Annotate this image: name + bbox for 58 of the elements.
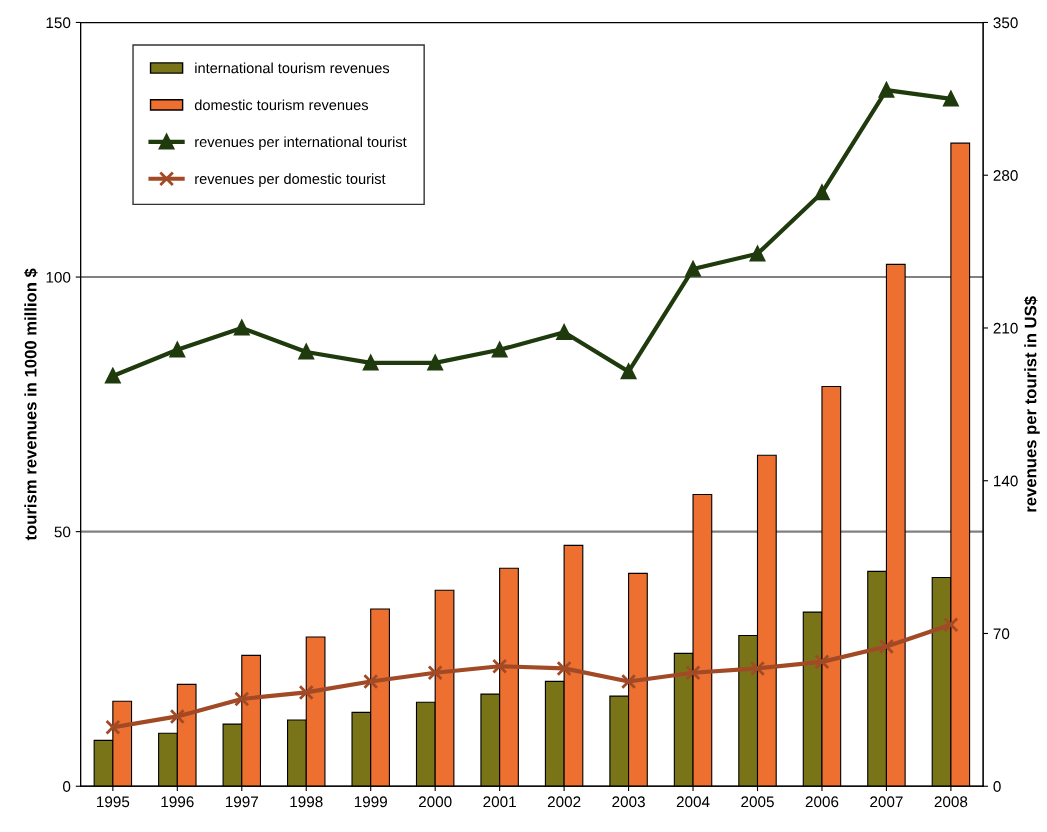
y2-axis-title: revenues per tourist in US$ — [1023, 296, 1040, 512]
y2-tick-label: 350 — [993, 17, 1018, 29]
y-tick-label: 100 — [46, 271, 71, 283]
point — [749, 660, 766, 677]
y-tick-label: 0 — [63, 781, 71, 792]
x-tick-label: 2007 — [870, 796, 903, 808]
point — [685, 665, 701, 681]
point — [492, 342, 508, 358]
y-tick-label: 50 — [54, 526, 71, 538]
point — [492, 658, 508, 674]
legend-label: revenues per domestic tourist — [195, 173, 386, 187]
x-tick-label: 2008 — [934, 796, 968, 808]
x-tick-label: 2002 — [547, 796, 581, 808]
point — [749, 246, 766, 262]
y2-tick-label: 210 — [993, 322, 1018, 334]
y-tick-label: 150 — [46, 17, 71, 29]
point — [814, 185, 830, 201]
point — [620, 673, 637, 690]
point — [556, 660, 572, 677]
point — [298, 344, 314, 360]
legend-label: revenues per international tourist — [195, 136, 407, 150]
point — [556, 324, 572, 340]
x-tick-label: 1996 — [161, 796, 194, 808]
x-tick-label: 2004 — [676, 796, 710, 808]
y2-tick-label: 0 — [993, 781, 1001, 792]
point — [878, 82, 895, 98]
point — [620, 363, 637, 380]
y2-tick-label: 70 — [993, 628, 1010, 640]
x-tick-label: 2001 — [483, 796, 516, 808]
x-tick-label: 2006 — [805, 796, 839, 808]
point — [363, 673, 379, 690]
y2-tick-label: 280 — [993, 170, 1018, 181]
legend-label: international tourism revenues — [195, 62, 390, 74]
x-tick-label: 2005 — [741, 796, 774, 808]
point — [169, 708, 185, 725]
point — [169, 342, 185, 358]
point — [814, 654, 830, 670]
y2-tick-label: 140 — [994, 475, 1018, 487]
point — [427, 665, 443, 681]
x-tick-label: 1999 — [354, 796, 387, 808]
point — [298, 684, 314, 701]
point — [105, 368, 121, 384]
point — [943, 91, 959, 107]
x-tick-label: 1998 — [290, 796, 323, 808]
point — [685, 261, 701, 277]
point — [105, 719, 121, 735]
point — [943, 617, 959, 633]
y-axis-title: tourism revenues in 1000 million $ — [24, 268, 38, 541]
point — [234, 320, 250, 336]
point — [427, 355, 443, 371]
point — [363, 355, 379, 371]
point — [234, 691, 250, 707]
point — [878, 638, 895, 655]
x-tick-label: 2000 — [418, 796, 452, 808]
x-tick-label: 1997 — [225, 796, 259, 808]
legend-label: domestic tourism revenues — [194, 99, 369, 111]
x-tick-label: 2003 — [612, 796, 645, 808]
x-tick-label: 1995 — [97, 796, 130, 808]
